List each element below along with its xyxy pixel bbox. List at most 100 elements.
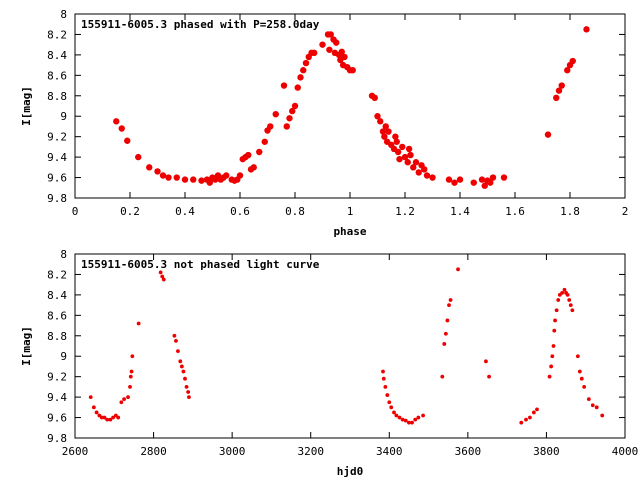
data-point	[416, 415, 421, 420]
data-point	[582, 384, 587, 389]
data-point	[385, 128, 392, 135]
y-tick-label: 9.4	[47, 151, 67, 164]
data-point	[423, 172, 431, 179]
data-point	[236, 172, 244, 179]
y-tick-label: 8.8	[47, 90, 67, 103]
chart-panel-1: 0 0.2 0.4 0.6 0.8 1 1.2 1.4 1.6 1.8 2 8 8.2 8.4 8.6 8.8…	[20, 8, 628, 238]
data-point	[399, 143, 406, 151]
data-point	[172, 333, 177, 338]
y-axis-label: I[mag]	[20, 326, 33, 366]
data-point	[451, 179, 458, 186]
data-point	[550, 354, 555, 359]
data-point	[394, 148, 402, 156]
data-point	[161, 277, 166, 282]
data-point	[338, 48, 345, 56]
data-point	[128, 384, 132, 389]
data-point	[88, 395, 93, 400]
data-point	[267, 123, 274, 130]
data-point	[412, 159, 420, 166]
data-point	[387, 400, 392, 405]
data-point	[165, 174, 172, 181]
x-axis-label: hjd0	[337, 465, 364, 478]
x-tick-label: 3400	[376, 445, 403, 458]
data-point	[381, 369, 385, 374]
data-point	[130, 354, 135, 359]
y-tick-label: 8.4	[47, 289, 67, 302]
data-point	[256, 148, 263, 156]
data-point	[553, 318, 557, 323]
data-point	[179, 364, 184, 369]
data-point	[456, 267, 460, 272]
data-point	[394, 413, 399, 418]
data-point	[448, 298, 453, 302]
data-point	[135, 153, 142, 161]
y-tick-label: 9.8	[47, 192, 67, 205]
data-point	[429, 174, 436, 181]
x-tick-label: 0.8	[285, 205, 305, 218]
data-point	[487, 179, 494, 186]
data-point	[128, 374, 133, 379]
data-point	[551, 344, 556, 348]
data-point	[300, 67, 307, 74]
data-point	[183, 376, 187, 381]
data-point	[440, 374, 445, 379]
data-point	[547, 374, 552, 379]
data-point	[407, 151, 414, 159]
data-point	[568, 303, 573, 308]
y-tick-label: 9.6	[47, 412, 67, 425]
data-point	[118, 125, 125, 132]
data-point	[302, 59, 310, 67]
data-point	[558, 82, 565, 89]
data-point	[500, 174, 508, 181]
x-axis-label: phase	[333, 225, 366, 238]
x-tick-label: 1.4	[450, 205, 470, 218]
data-point	[421, 413, 425, 418]
data-point	[528, 415, 532, 420]
data-point	[556, 298, 561, 302]
x-tick-label: 3000	[219, 445, 246, 458]
data-point	[291, 102, 299, 110]
data-point	[404, 159, 411, 166]
data-point	[113, 118, 120, 125]
data-point	[570, 308, 575, 313]
data-point	[590, 403, 595, 408]
data-point	[206, 179, 213, 186]
data-point	[385, 393, 390, 397]
data-point	[567, 298, 572, 302]
data-point	[136, 321, 141, 326]
data-point	[374, 113, 381, 120]
data-point	[397, 415, 402, 420]
data-point	[377, 118, 384, 125]
data-point	[487, 374, 491, 379]
data-point	[579, 376, 584, 381]
x-tick-label: 1.2	[395, 205, 415, 218]
chart-panel-2: 2600 2800 3000 3200 3400 3600 3800 4000 8 8.2 8.4 8…	[20, 248, 638, 478]
data-point	[555, 87, 563, 94]
data-point	[415, 169, 422, 176]
data-point	[564, 67, 571, 74]
data-point	[562, 287, 567, 292]
data-point	[583, 26, 590, 33]
x-tick-label: 1.6	[505, 205, 525, 218]
data-point	[181, 369, 186, 374]
data-point	[129, 369, 134, 374]
data-point	[341, 53, 348, 61]
data-point	[108, 417, 113, 422]
y-tick-label: 8	[60, 248, 67, 261]
data-point	[99, 415, 104, 420]
data-point	[407, 420, 411, 425]
data-point	[326, 46, 333, 53]
y-tick-label: 9.2	[47, 131, 67, 144]
data-point	[111, 415, 116, 420]
data-point	[319, 41, 326, 48]
data-point	[91, 405, 96, 410]
data-point	[594, 405, 599, 410]
data-point	[327, 31, 334, 38]
plot-frame	[74, 253, 626, 439]
data-point	[456, 176, 464, 183]
data-point	[544, 131, 552, 138]
data-point	[261, 138, 268, 145]
data-point	[410, 420, 414, 425]
